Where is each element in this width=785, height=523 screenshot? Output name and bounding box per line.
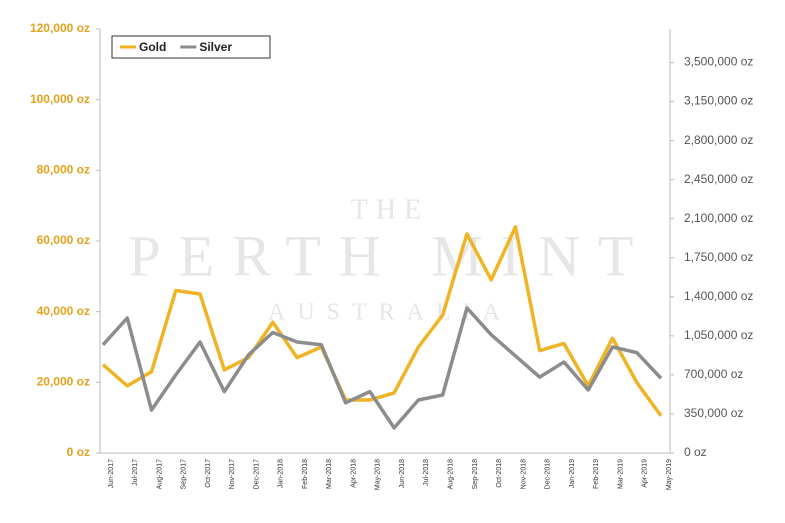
- x-tick-label: Dec-2018: [545, 459, 552, 489]
- watermark: AUSTRALIA: [268, 300, 512, 326]
- y-tick-label: 40,000 oz: [37, 304, 90, 318]
- y2-tick-label: 0 oz: [684, 445, 707, 459]
- x-tick-label: Nov-2017: [229, 459, 236, 489]
- y2-tick-label: 2,450,000 oz: [684, 172, 753, 186]
- y-tick-label: 0 oz: [67, 445, 90, 459]
- legend-label: Gold: [139, 40, 166, 54]
- x-tick-label: Feb-2019: [593, 459, 600, 489]
- y-tick-label: 60,000 oz: [37, 233, 90, 247]
- x-tick-label: Jan-2019: [569, 459, 576, 488]
- series-line: [101, 225, 663, 417]
- y2-tick-label: 350,000 oz: [684, 406, 743, 420]
- y2-tick-label: 700,000 oz: [684, 367, 743, 381]
- series-line: [101, 306, 663, 430]
- x-tick-label: Feb-2018: [302, 459, 309, 489]
- x-tick-label: Sep-2018: [472, 459, 479, 489]
- legend: Gold Silver: [111, 35, 271, 59]
- x-tick-label: Aug-2017: [156, 459, 163, 489]
- x-tick-label: Mar-2019: [617, 459, 624, 489]
- y-tick-label: 80,000 oz: [37, 163, 90, 177]
- x-tick-label: Jul-2017: [132, 459, 139, 486]
- y-tick-label: 20,000 oz: [37, 375, 90, 389]
- y2-tick-label: 2,800,000 oz: [684, 133, 753, 147]
- x-tick-label: Oct-2017: [205, 459, 212, 488]
- y-tick-label: 100,000 oz: [30, 92, 90, 106]
- y-tick-label: 120,000 oz: [30, 21, 90, 35]
- y2-tick-label: 3,500,000 oz: [684, 55, 753, 69]
- x-tick-label: May-2018: [375, 459, 382, 490]
- legend-label: Silver: [199, 40, 232, 54]
- x-tick-label: Jan-2018: [278, 459, 285, 488]
- x-tick-label: Sep-2017: [181, 459, 188, 489]
- x-tick-label: Apr-2018: [350, 459, 357, 488]
- x-tick-label: Oct-2018: [496, 459, 503, 488]
- watermark: THE: [351, 194, 429, 225]
- x-tick-label: Dec-2017: [253, 459, 260, 489]
- y2-tick-label: 1,050,000 oz: [684, 328, 753, 342]
- y2-tick-label: 1,750,000 oz: [684, 250, 753, 264]
- x-tick-label: Jul-2018: [423, 459, 430, 486]
- y2-tick-label: 2,100,000 oz: [684, 211, 753, 225]
- x-tick-label: Jun-2017: [108, 459, 115, 488]
- watermark: PERTH MINT: [129, 223, 652, 288]
- x-tick-label: Mar-2018: [326, 459, 333, 489]
- y2-tick-label: 3,150,000 oz: [684, 94, 753, 108]
- x-tick-label: Apr-2019: [642, 459, 649, 488]
- x-tick-label: May-2019: [666, 459, 673, 490]
- x-tick-label: Jun-2018: [399, 459, 406, 488]
- x-tick-label: Nov-2018: [520, 459, 527, 489]
- x-tick-label: Aug-2018: [447, 459, 454, 489]
- y2-tick-label: 1,400,000 oz: [684, 289, 753, 303]
